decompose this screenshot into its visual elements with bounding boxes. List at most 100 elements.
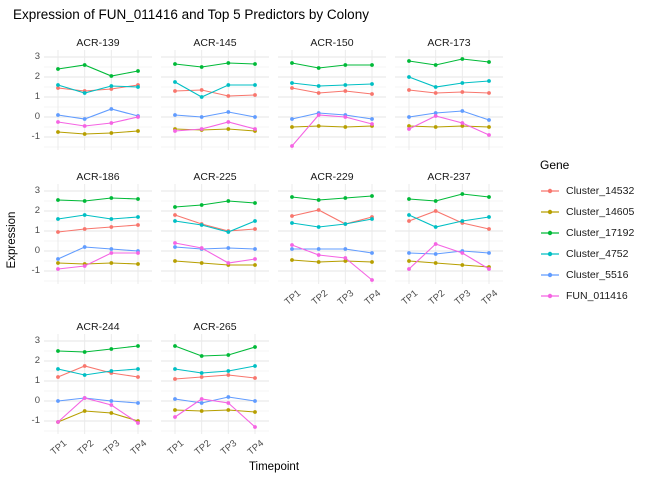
series-point-Cluster_5516 (199, 115, 204, 119)
series-point-Cluster_4752 (109, 84, 114, 88)
series-point-Cluster_4752 (487, 215, 491, 219)
series-line-Cluster_4752 (291, 218, 373, 228)
series-point-Cluster_17192 (343, 196, 348, 200)
series-point-FUN_011416 (226, 401, 231, 405)
series-point-Cluster_17192 (253, 201, 257, 205)
legend-entry-label: Cluster_4752 (566, 247, 629, 260)
series-point-Cluster_5516 (56, 257, 60, 261)
series-point-Cluster_14532 (109, 87, 114, 91)
series-line-Cluster_4752 (174, 81, 255, 98)
series-point-Cluster_17192 (370, 194, 374, 198)
series-point-Cluster_5516 (226, 246, 231, 250)
series-point-Cluster_4752 (407, 75, 411, 79)
series-point-Cluster_4752 (316, 84, 321, 88)
series-point-Cluster_17192 (433, 63, 438, 67)
series-point-FUN_011416 (82, 264, 87, 268)
facet-plot-ACR-150 (278, 50, 386, 150)
x-tick-label: TP1 (48, 438, 70, 458)
series-line-Cluster_17192 (174, 62, 256, 68)
legend-entry-Cluster_4752: Cluster_4752 (540, 243, 634, 264)
series-line-Cluster_14605 (291, 259, 373, 263)
facet-strip-ACR-139: ACR-139 (76, 37, 120, 49)
series-point-Cluster_4752 (136, 215, 140, 219)
series-point-Cluster_17192 (226, 61, 231, 65)
facet-plot-ACR-186 (44, 184, 152, 284)
series-line-Cluster_14532 (57, 84, 139, 92)
series-line-Cluster_4752 (174, 365, 256, 374)
x-tick-label: TP1 (399, 288, 421, 308)
facet-plot-ACR-173 (395, 50, 503, 150)
facet-strip-ACR-150: ACR-150 (310, 37, 354, 49)
series-point-Cluster_5516 (253, 399, 257, 403)
series-point-Cluster_17192 (226, 199, 231, 203)
series-point-Cluster_4752 (199, 223, 204, 227)
legend-key-point (547, 188, 553, 193)
y-tick-label: 0 (34, 395, 40, 406)
series-point-Cluster_4752 (82, 91, 87, 95)
x-tick-label: TP4 (128, 438, 150, 458)
series-point-Cluster_4752 (343, 222, 348, 226)
series-point-Cluster_14532 (173, 213, 177, 217)
x-tick-label: TP3 (335, 288, 357, 308)
series-point-Cluster_14532 (226, 94, 231, 98)
y-tick-label: 3 (34, 51, 40, 62)
series-point-FUN_011416 (343, 115, 348, 119)
series-line-Cluster_14605 (57, 262, 139, 265)
facet-strip-ACR-186: ACR-186 (76, 171, 120, 183)
y-tick-label: 2 (34, 355, 40, 366)
facet-strip-ACR-244: ACR-244 (76, 321, 120, 333)
series-point-Cluster_4752 (173, 367, 177, 371)
series-point-Cluster_14605 (109, 261, 114, 265)
series-point-Cluster_17192 (460, 192, 465, 196)
series-point-Cluster_14532 (82, 364, 87, 368)
series-point-FUN_011416 (316, 253, 321, 257)
series-point-Cluster_17192 (173, 205, 177, 209)
series-point-FUN_011416 (433, 114, 438, 118)
series-point-Cluster_14532 (56, 86, 60, 90)
series-point-Cluster_5516 (56, 113, 60, 117)
x-tick-label: TP4 (362, 288, 384, 308)
series-line-Cluster_5516 (174, 246, 256, 250)
legend-key-point (547, 251, 553, 256)
series-point-FUN_011416 (460, 251, 465, 255)
series-point-Cluster_4752 (136, 85, 140, 89)
legend-title: Gene (540, 158, 570, 172)
facet-strip-ACR-237: ACR-237 (427, 171, 471, 183)
series-point-Cluster_14532 (433, 91, 438, 95)
legend-key-icon (541, 209, 559, 214)
series-point-Cluster_4752 (173, 80, 177, 84)
series-point-Cluster_4752 (136, 367, 140, 371)
series-line-Cluster_17192 (291, 62, 372, 69)
x-tick-label: TP3 (101, 438, 123, 458)
y-tick-label: 0 (34, 245, 40, 256)
series-point-Cluster_14605 (109, 411, 114, 415)
series-point-Cluster_14605 (82, 409, 87, 413)
series-point-FUN_011416 (56, 267, 60, 271)
series-point-Cluster_4752 (253, 364, 257, 368)
series-point-FUN_011416 (109, 403, 114, 407)
series-point-Cluster_4752 (56, 217, 60, 221)
series-line-Cluster_5516 (174, 111, 256, 118)
series-point-Cluster_14532 (370, 92, 374, 96)
series-point-Cluster_14532 (407, 88, 411, 92)
series-point-Cluster_4752 (407, 213, 411, 217)
series-point-Cluster_14605 (56, 130, 60, 134)
series-point-Cluster_17192 (370, 63, 374, 67)
series-point-Cluster_14532 (173, 377, 177, 381)
series-point-FUN_011416 (253, 425, 257, 429)
series-point-Cluster_5516 (343, 247, 348, 251)
series-point-FUN_011416 (290, 243, 294, 247)
series-point-Cluster_14605 (109, 131, 114, 135)
series-line-Cluster_14605 (57, 410, 139, 423)
series-point-FUN_011416 (407, 267, 411, 271)
series-point-Cluster_14605 (460, 263, 465, 267)
series-line-FUN_011416 (57, 116, 139, 127)
facet-plot-ACR-145 (161, 50, 269, 150)
series-point-Cluster_4752 (109, 369, 114, 373)
facet-plot-ACR-244 (44, 334, 152, 434)
series-point-Cluster_5516 (407, 251, 411, 255)
series-line-Cluster_5516 (57, 108, 139, 120)
series-point-Cluster_17192 (460, 57, 465, 61)
series-point-FUN_011416 (173, 415, 177, 419)
series-point-Cluster_14605 (56, 261, 60, 265)
